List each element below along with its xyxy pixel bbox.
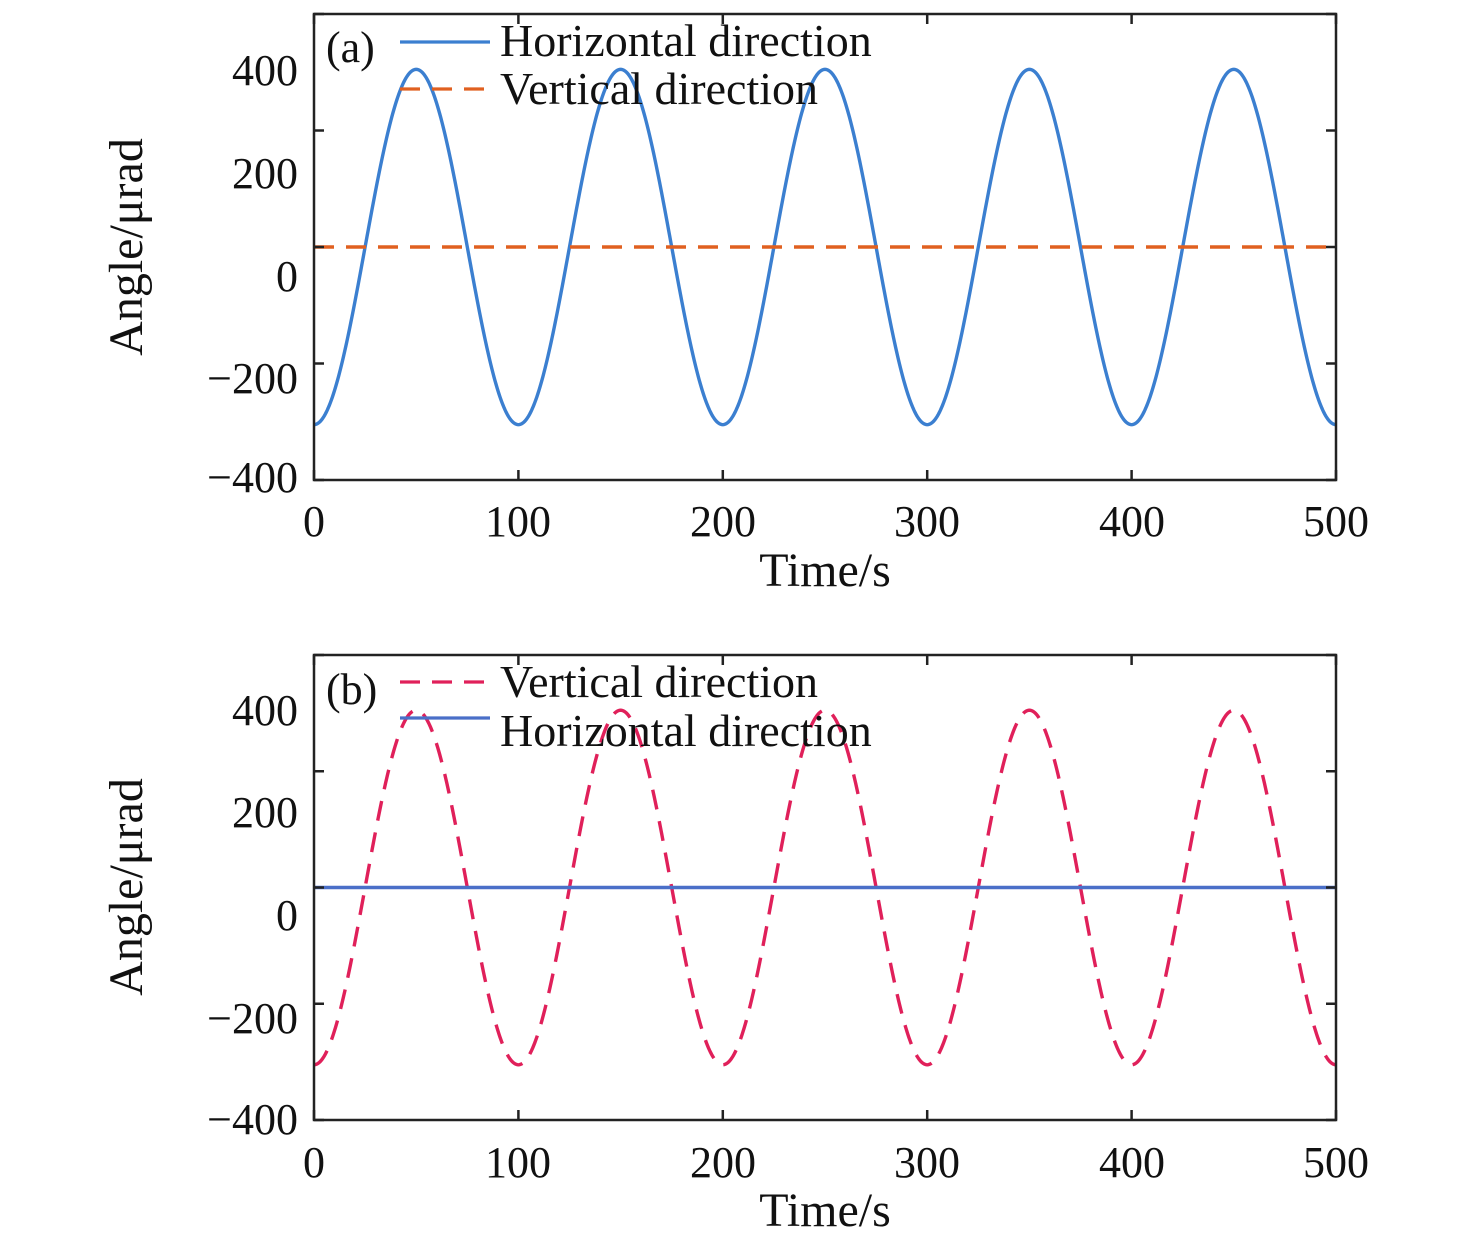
panel-b-ytick-label: 200 — [232, 788, 298, 837]
panel-b-ticks — [312, 653, 1338, 1122]
panel-a-lines — [313, 67, 1337, 427]
panel-a-xtick-label: 300 — [894, 497, 960, 546]
panel-a-xtick-label: 500 — [1303, 497, 1369, 546]
panel-b-xtick-label: 200 — [690, 1138, 756, 1187]
panel-b-ytick-label: −400 — [207, 1095, 298, 1144]
panel-a-xtick-label: 400 — [1099, 497, 1165, 546]
panel-a-series-line-1 — [313, 67, 1337, 427]
panel-a-legend-label-1: Horizontal direction — [500, 15, 872, 66]
panel-a-ytick-label: 0 — [276, 252, 298, 301]
panel-a-xtick-label: 100 — [485, 497, 551, 546]
panel-a: (a) Horizontal direction Vertical direct… — [100, 12, 1369, 597]
panel-b-tag: (b) — [326, 665, 377, 714]
panel-a-ticks — [312, 12, 1338, 482]
panel-b-xtick-label: 500 — [1303, 1138, 1369, 1187]
panel-b-xtick-label: 0 — [303, 1138, 325, 1187]
panel-a-ytick-label: −200 — [207, 354, 298, 403]
panel-a-y-axis-label: Angle/μrad — [100, 138, 153, 356]
panel-a-xtick-label: 200 — [690, 497, 756, 546]
panel-b-lines — [313, 708, 1337, 1067]
panel-b-xtick-label: 100 — [485, 1138, 551, 1187]
panel-b-legend-label-2: Horizontal direction — [500, 705, 872, 756]
panel-a-legend-label-2: Vertical direction — [500, 63, 818, 114]
panel-b-xtick-label: 400 — [1099, 1138, 1165, 1187]
panel-b-x-axis-label: Time/s — [759, 1184, 891, 1237]
panel-b-series-line-1 — [313, 708, 1337, 1067]
panel-b-ytick-label: −200 — [207, 994, 298, 1043]
panel-a-tag: (a) — [326, 23, 375, 72]
panel-b: (b) Vertical direction Horizontal direct… — [100, 653, 1369, 1237]
panel-a-ytick-label: 200 — [232, 149, 298, 198]
panel-b-legend-label-1: Vertical direction — [500, 656, 818, 707]
panel-a-ytick-label: −400 — [207, 453, 298, 502]
panel-b-ytick-label: 0 — [276, 891, 298, 940]
panel-b-ytick-label: 400 — [232, 686, 298, 735]
panel-b-xtick-label: 300 — [894, 1138, 960, 1187]
panel-a-xtick-label: 0 — [303, 497, 325, 546]
panel-a-ytick-label: 400 — [232, 46, 298, 95]
panel-b-y-axis-label: Angle/μrad — [100, 778, 153, 996]
panel-a-x-axis-label: Time/s — [759, 544, 891, 597]
